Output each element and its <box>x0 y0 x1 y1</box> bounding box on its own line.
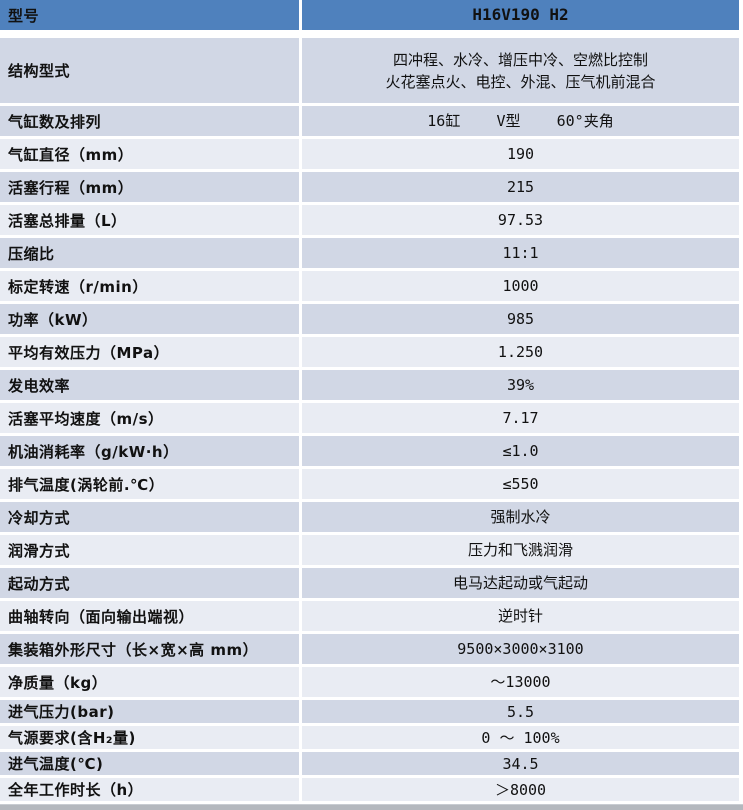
row-value: 1.250 <box>302 337 739 367</box>
row-value: 1000 <box>302 271 739 301</box>
row-label: 曲轴转向（面向输出端视） <box>0 601 299 631</box>
row-label: 进气温度(℃) <box>0 752 299 775</box>
row-value: 97.53 <box>302 205 739 235</box>
table-bottom-border <box>0 804 743 810</box>
row-value: 985 <box>302 304 739 334</box>
row-value: 7.17 <box>302 403 739 433</box>
row-value: ＞8000 <box>302 778 739 801</box>
row-label: 机油消耗率（g/kW·h） <box>0 436 299 466</box>
row-value: 16缸 V型 60°夹角 <box>302 106 739 136</box>
row-value: 逆时针 <box>302 601 739 631</box>
header-model-value: H16V190 H2 <box>302 0 739 30</box>
row-value: 34.5 <box>302 752 739 775</box>
table-row: 结构型式 四冲程、水冷、增压中冷、空燃比控制 火花塞点火、电控、外混、压气机前混… <box>0 38 739 103</box>
row-value: 强制水冷 <box>302 502 739 532</box>
table-row: 发电效率 39% <box>0 370 739 400</box>
table-row: 平均有效压力（MPa） 1.250 <box>0 337 739 367</box>
table-header-row: 型号 H16V190 H2 <box>0 0 739 30</box>
row-label: 气缸数及排列 <box>0 106 299 136</box>
table-row: 全年工作时长（h） ＞8000 <box>0 778 739 801</box>
table-row: 标定转速（r/min） 1000 <box>0 271 739 301</box>
row-value: 11:1 <box>302 238 739 268</box>
row-value: 0 ～ 100% <box>302 726 739 749</box>
row-label: 气源要求(含H₂量) <box>0 726 299 749</box>
table-row: 压缩比 11:1 <box>0 238 739 268</box>
row-label: 压缩比 <box>0 238 299 268</box>
row-label: 功率（kW） <box>0 304 299 334</box>
row-label: 进气压力(bar) <box>0 700 299 723</box>
row-value: 39% <box>302 370 739 400</box>
row-label: 全年工作时长（h） <box>0 778 299 801</box>
row-label: 起动方式 <box>0 568 299 598</box>
table-row: 冷却方式 强制水冷 <box>0 502 739 532</box>
row-value: 5.5 <box>302 700 739 723</box>
row-value: 9500×3000×3100 <box>302 634 739 664</box>
row-label: 活塞总排量（L） <box>0 205 299 235</box>
table-row: 润滑方式 压力和飞溅润滑 <box>0 535 739 565</box>
row-label: 净质量（kg） <box>0 667 299 697</box>
table-row: 活塞总排量（L） 97.53 <box>0 205 739 235</box>
table-row: 活塞行程（mm） 215 <box>0 172 739 202</box>
table-row: 进气温度(℃) 34.5 <box>0 752 739 775</box>
table-row: 曲轴转向（面向输出端视） 逆时针 <box>0 601 739 631</box>
row-label: 结构型式 <box>0 38 299 103</box>
row-value: 四冲程、水冷、增压中冷、空燃比控制 火花塞点火、电控、外混、压气机前混合 <box>302 38 739 103</box>
table-row: 功率（kW） 985 <box>0 304 739 334</box>
table-row: 排气温度(涡轮前.℃） ≤550 <box>0 469 739 499</box>
row-value: ≤550 <box>302 469 739 499</box>
row-label: 集装箱外形尺寸（长×宽×高 mm） <box>0 634 299 664</box>
table-row: 活塞平均速度（m/s） 7.17 <box>0 403 739 433</box>
table-body: 结构型式 四冲程、水冷、增压中冷、空燃比控制 火花塞点火、电控、外混、压气机前混… <box>0 38 739 801</box>
row-label: 活塞行程（mm） <box>0 172 299 202</box>
row-label: 冷却方式 <box>0 502 299 532</box>
header-model-label: 型号 <box>0 0 299 30</box>
row-value: 电马达起动或气起动 <box>302 568 739 598</box>
table-row: 进气压力(bar) 5.5 <box>0 700 739 723</box>
table-row: 净质量（kg） ～13000 <box>0 667 739 697</box>
row-label: 标定转速（r/min） <box>0 271 299 301</box>
table-row: 气缸数及排列 16缸 V型 60°夹角 <box>0 106 739 136</box>
row-value: 压力和飞溅润滑 <box>302 535 739 565</box>
table-row: 气缸直径（mm） 190 <box>0 139 739 169</box>
table-row: 气源要求(含H₂量) 0 ～ 100% <box>0 726 739 749</box>
row-value: 215 <box>302 172 739 202</box>
row-label: 活塞平均速度（m/s） <box>0 403 299 433</box>
table-row: 机油消耗率（g/kW·h） ≤1.0 <box>0 436 739 466</box>
row-label: 排气温度(涡轮前.℃） <box>0 469 299 499</box>
row-label: 润滑方式 <box>0 535 299 565</box>
row-value: ≤1.0 <box>302 436 739 466</box>
row-value: ～13000 <box>302 667 739 697</box>
row-value: 190 <box>302 139 739 169</box>
table-row: 集装箱外形尺寸（长×宽×高 mm） 9500×3000×3100 <box>0 634 739 664</box>
row-label: 发电效率 <box>0 370 299 400</box>
row-label: 气缸直径（mm） <box>0 139 299 169</box>
row-label: 平均有效压力（MPa） <box>0 337 299 367</box>
table-row: 起动方式 电马达起动或气起动 <box>0 568 739 598</box>
